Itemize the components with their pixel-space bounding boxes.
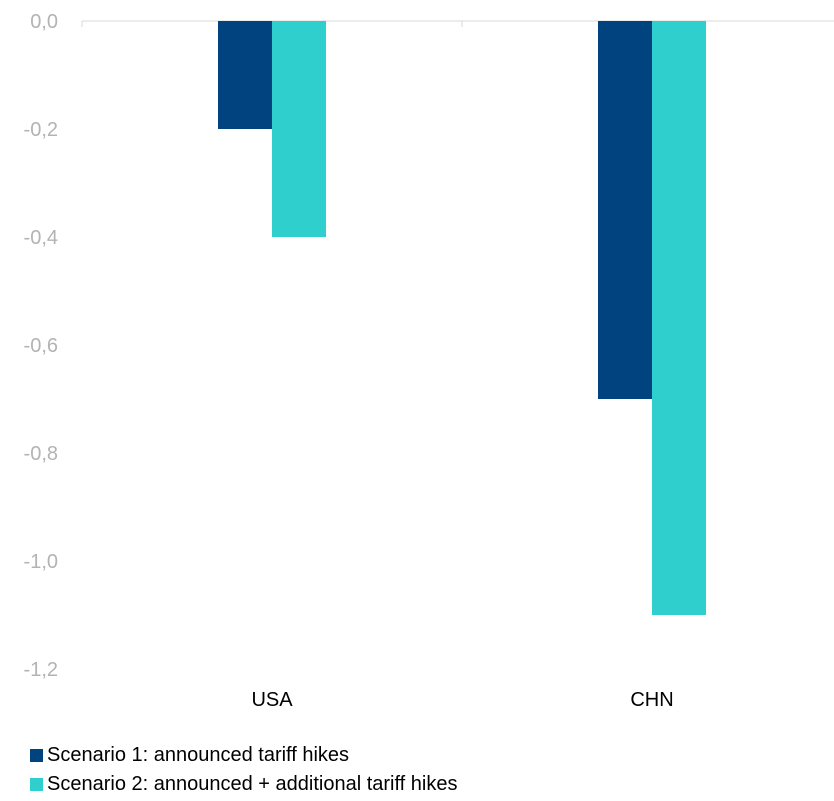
legend-item-series-1: Scenario 1: announced tariff hikes: [30, 741, 457, 770]
legend-label-series-2: Scenario 2: announced + additional tarif…: [47, 773, 458, 795]
y-tick-label: -1,0: [24, 551, 58, 573]
legend-item-series-2: Scenario 2: announced + additional tarif…: [30, 770, 457, 799]
bar-chn-series-2: [652, 21, 706, 615]
legend: Scenario 1: announced tariff hikes Scena…: [30, 741, 457, 799]
y-tick-label: -0,8: [24, 443, 58, 465]
legend-label-series-1: Scenario 1: announced tariff hikes: [47, 744, 350, 766]
bar-chn-series-1: [598, 21, 652, 399]
bar-usa-series-2: [272, 21, 326, 237]
x-category-label: USA: [251, 689, 293, 711]
y-tick-label: -0,2: [24, 119, 58, 141]
y-tick-label: -0,6: [24, 335, 58, 357]
y-tick-label: -0,4: [24, 227, 58, 249]
bar-usa-series-1: [218, 21, 272, 129]
y-tick-label: -1,2: [24, 659, 58, 681]
x-category-label: CHN: [630, 689, 673, 711]
legend-swatch-series-2: [30, 778, 43, 791]
legend-swatch-series-1: [30, 749, 43, 762]
y-tick-label: 0,0: [30, 11, 58, 33]
bar-chart: 0,0 -0,2 -0,4 -0,6 -0,8 -1,0 -1,2 USA CHN: [24, 11, 834, 711]
